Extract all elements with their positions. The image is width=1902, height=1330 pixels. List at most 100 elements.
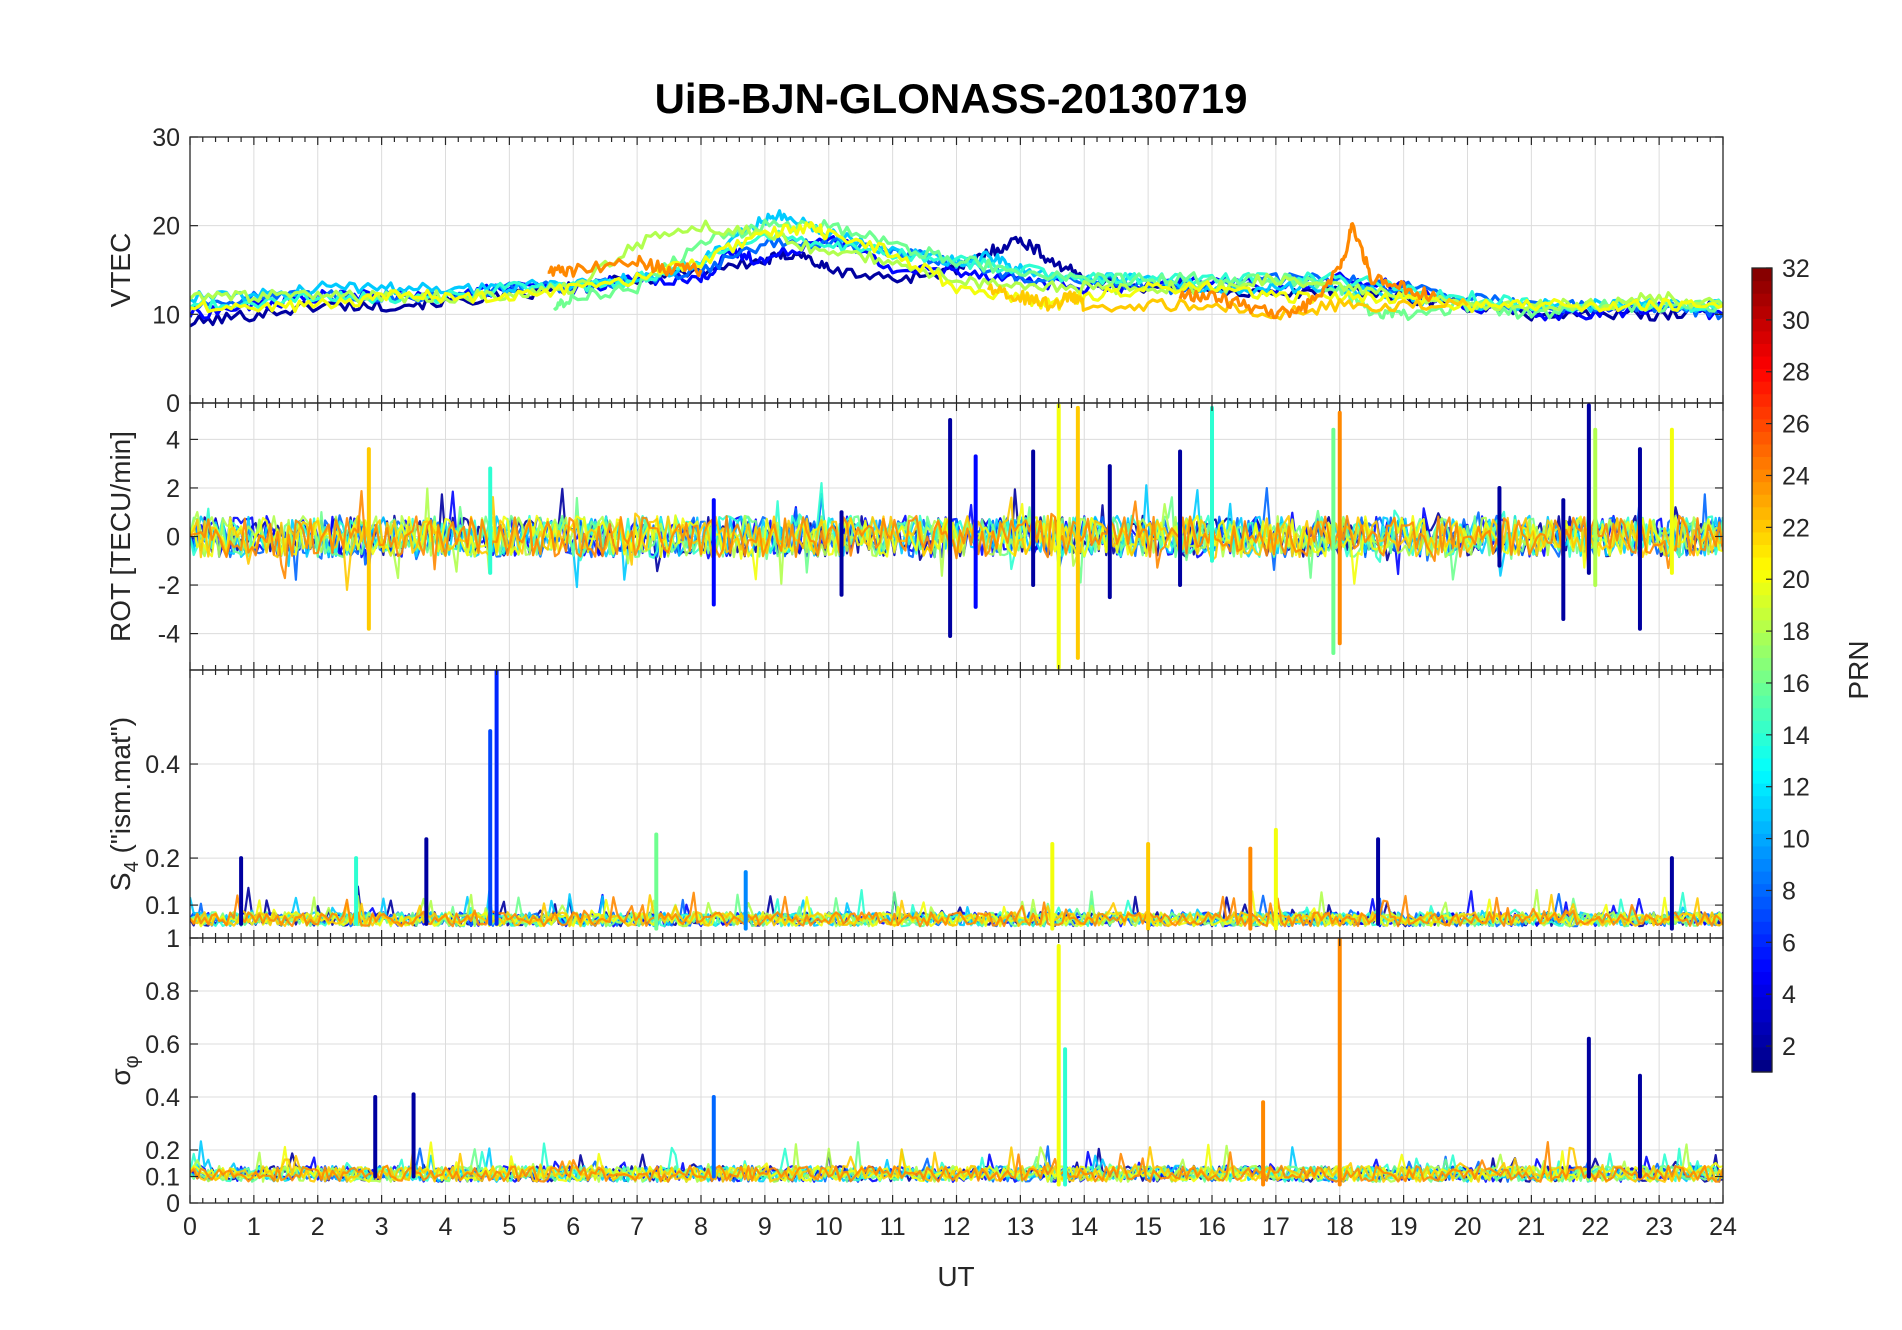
chart-title: UiB-BJN-GLONASS-20130719 [655,75,1248,122]
colorbar-segment [1752,896,1772,910]
colorbar-segment [1752,858,1772,872]
vtec-plot-area [190,209,1723,328]
colorbar-segment [1752,808,1772,822]
colorbar-segment [1752,783,1772,797]
colorbar-segment [1752,305,1772,319]
s4-y-tick-label: 0.2 [145,845,180,873]
x-tick-label: 15 [1134,1213,1162,1241]
x-tick-label: 22 [1581,1213,1609,1241]
x-tick-label: 12 [943,1213,971,1241]
vtec-series-prn-24 [1178,222,1438,320]
colorbar-segment [1752,594,1772,608]
colorbar-segment [1752,280,1772,294]
colorbar-segment [1752,1021,1772,1035]
colorbar-segment [1752,531,1772,545]
colorbar-segment [1752,921,1772,935]
vtec-series-prn-16 [552,218,1723,321]
colorbar-segment [1752,393,1772,407]
rot-y-tick-label: -2 [158,572,180,600]
colorbar-tick-label: 28 [1782,359,1810,387]
x-tick-label: 1 [247,1213,261,1241]
colorbar-tick-label: 18 [1782,618,1810,646]
rot-y-tick-label: 4 [166,426,180,454]
colorbar-tick-label: 10 [1782,826,1810,854]
sigma_phi-noise-band [190,1146,1723,1183]
colorbar-segment [1752,569,1772,583]
s4-plot-area [190,670,1723,931]
colorbar-segment [1752,318,1772,332]
colorbar-segment [1752,268,1772,282]
colorbar-segment [1752,946,1772,960]
sigma_phi-y-tick-label: 1 [166,925,180,953]
colorbar-tick-label: 22 [1782,514,1810,542]
vtec-y-tick-label: 30 [152,124,180,152]
x-tick-label: 17 [1262,1213,1290,1241]
x-tick-label: 21 [1517,1213,1545,1241]
colorbar-segment [1752,908,1772,922]
colorbar-segment [1752,720,1772,734]
colorbar-segment [1752,657,1772,671]
colorbar-segment [1752,883,1772,897]
colorbar-segment [1752,607,1772,621]
rot-y-tick-label: 0 [166,524,180,552]
vtec-series-prn-22 [986,283,1469,321]
colorbar-tick-label: 2 [1782,1033,1796,1061]
x-tick-label: 5 [502,1213,516,1241]
vtec-series-prn-24 [547,254,703,278]
colorbar-segment [1752,845,1772,860]
colorbar-segment [1752,368,1772,382]
rot-noise-band [190,502,1723,585]
rot-noise-band [190,490,1723,580]
sigma_phi-y-axis-label: σφ [105,1055,143,1085]
colorbar-segment [1752,695,1772,709]
colorbar-segment [1752,971,1772,985]
sigma_phi-plot-area [190,938,1723,1187]
colorbar-tick-label: 14 [1782,722,1810,750]
vtec-series-prn-18 [190,219,1723,312]
colorbar-segment [1752,381,1772,395]
sigma_phi-y-tick-label: 0.4 [145,1084,180,1112]
colorbar-segment [1752,443,1772,458]
x-axis-label: UT [937,1261,974,1292]
sigma_phi-y-tick-label: 0.2 [145,1137,180,1165]
colorbar-segment [1752,619,1772,633]
panel-s4: 0.1 0.2 0.4S4 ("ism.mat") [105,669,1724,939]
rot-plot-area [190,403,1723,670]
sigma_phi-y-tick-label: 0.8 [145,978,180,1006]
colorbar-tick-label: 26 [1782,411,1810,439]
colorbar-tick-label: 20 [1782,566,1810,594]
colorbar-segment [1752,795,1772,809]
x-tick-label: 6 [566,1213,580,1241]
colorbar-segment [1752,456,1772,470]
colorbar-segment [1752,707,1772,721]
s4-y-axis-label: S4 ("ism.mat") [105,717,143,891]
colorbar-segment [1752,933,1772,947]
colorbar-segment [1752,418,1772,432]
x-tick-label: 8 [694,1213,708,1241]
colorbar-label: PRN [1843,640,1874,699]
colorbar-tick-label: 24 [1782,462,1810,490]
colorbar-segment [1752,644,1772,659]
s4-y-tick-label: 0.4 [145,751,180,779]
colorbar-segment [1752,494,1772,508]
sigma_phi-y-tick-label: 0 [166,1190,180,1218]
colorbar-segment [1752,996,1772,1010]
colorbar-segment [1752,732,1772,746]
sigma_phi-y-tick-label: 0.1 [145,1164,180,1192]
colorbar-segment [1752,1046,1772,1061]
s4-y-tick-label: 0.1 [145,892,180,920]
sigma_phi-noise-band [190,1140,1723,1183]
colorbar-tick-label: 8 [1782,877,1796,905]
x-tick-label: 14 [1070,1213,1098,1241]
x-tick-label: 19 [1390,1213,1418,1241]
colorbar-segment [1752,469,1772,483]
colorbar-segment [1752,1009,1772,1023]
x-tick-label: 23 [1645,1213,1673,1241]
colorbar-segment [1752,1059,1772,1073]
colorbar-segment [1752,544,1772,558]
rot-y-tick-label: -4 [158,621,180,649]
x-tick-label: 18 [1326,1213,1354,1241]
colorbar-segment [1752,833,1772,847]
